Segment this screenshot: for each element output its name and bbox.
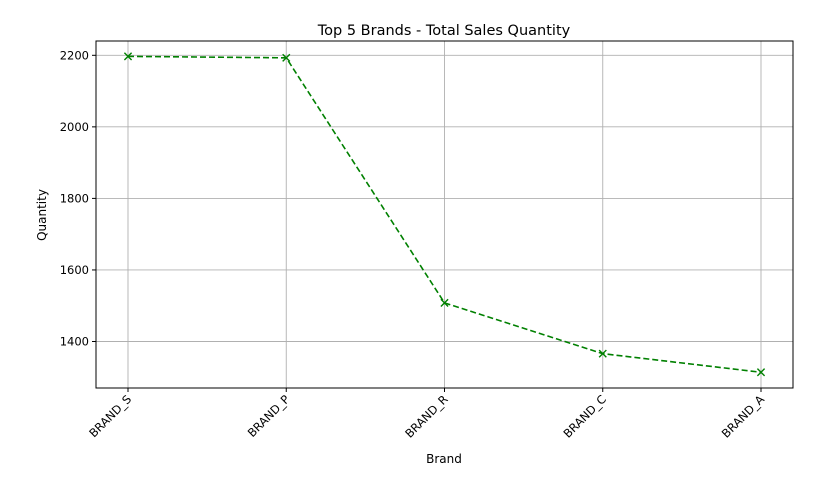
y-tick-label: 1600 xyxy=(60,263,89,277)
x-tick-label: BRAND_S xyxy=(86,392,134,440)
x-tick-label: BRAND_R xyxy=(402,392,450,440)
data-point xyxy=(756,368,766,377)
y-tick-label: 1400 xyxy=(60,334,89,348)
series-path xyxy=(127,55,762,374)
y-tick-label: 1800 xyxy=(60,191,89,205)
y-axis: 1400 1600 1800 2000 2200 xyxy=(60,48,96,348)
data-point xyxy=(123,52,133,61)
y-tick-label: 2200 xyxy=(60,48,89,62)
y-tick-label: 2000 xyxy=(60,120,89,134)
data-point xyxy=(598,349,607,358)
y-axis-label: Quantity xyxy=(35,189,49,241)
x-axis: BRAND_S BRAND_P BRAND_R BRAND_C BRAND_A xyxy=(86,388,767,441)
x-tick-label: BRAND_P xyxy=(245,392,293,440)
x-tick-label: BRAND_C xyxy=(560,392,608,440)
x-tick-label: BRAND_A xyxy=(719,392,767,440)
chart-title: Top 5 Brands - Total Sales Quantity xyxy=(317,23,571,39)
data-point xyxy=(440,298,449,307)
data-point xyxy=(282,53,291,62)
series-line xyxy=(127,55,762,374)
x-axis-label: Brand xyxy=(426,452,462,466)
series-markers xyxy=(123,52,766,377)
grid xyxy=(96,41,793,388)
